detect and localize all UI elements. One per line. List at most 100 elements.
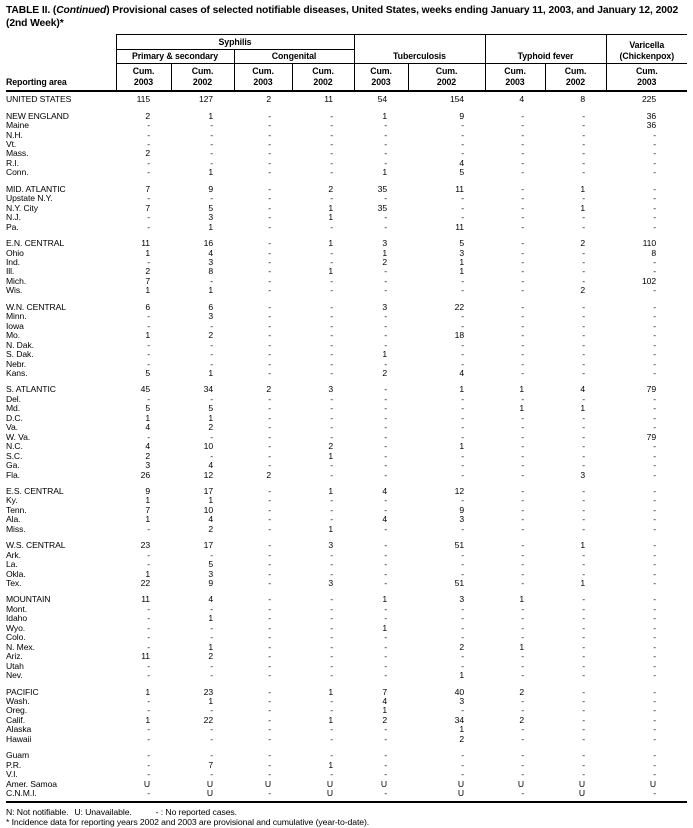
value-cell: 1 (382, 110, 387, 121)
value-cell: 1 (328, 212, 333, 223)
value-cell: - (521, 139, 524, 149)
table-row: Ill. 2 8 - 1 - 1 - - - (6, 266, 687, 276)
value-cell: - (384, 403, 387, 414)
value-cell: - (147, 212, 150, 223)
reporting-area-cell: Calif. (6, 714, 25, 725)
value-cell: 1 (459, 384, 464, 395)
value-cell: - (653, 622, 657, 633)
value-cell: - (384, 311, 387, 322)
value-cell: - (461, 193, 464, 204)
table-row: Ind. - 3 - - 2 1 - - - (6, 256, 687, 267)
table-row: S. Dak. - - - - 1 - - - - (6, 349, 687, 359)
table-row: Md. 5 5 - - - - 1 1 - (6, 403, 687, 414)
table-row: Wash. - 1 - - 4 3 - - - (6, 696, 687, 707)
value-cell: - (582, 523, 586, 534)
value-cell: 2 (266, 384, 271, 395)
value-cell: - (330, 705, 333, 716)
value-cell: - (330, 358, 333, 369)
value-cell: - (147, 622, 150, 633)
value-cell: - (653, 311, 657, 322)
table-row: W.S. CENTRAL 23 17 - 3 - 51 - 1 - (6, 534, 687, 550)
value-cell: 26 (140, 469, 150, 480)
value-cell: - (268, 450, 271, 461)
value-cell: 22 (140, 578, 150, 589)
reporting-area-cell: Wash. (6, 696, 30, 707)
reporting-area-cell: E.N. CENTRAL (6, 238, 65, 249)
value-cell: - (582, 120, 586, 131)
value-cell: - (330, 120, 333, 131)
value-cell: - (330, 339, 333, 350)
value-cell: - (268, 632, 271, 643)
value-cell: - (268, 549, 271, 560)
reporting-area-cell: Wyo. (6, 622, 26, 633)
table-row: N.J. - 3 - 1 - - - - - (6, 212, 687, 223)
value-cell: - (330, 460, 333, 471)
varicella-group-header: Varicella (Chickenpox) (606, 34, 688, 65)
value-cell: 1 (519, 641, 524, 652)
reporting-area-cell: Pa. (6, 221, 19, 232)
value-cell: - (384, 523, 387, 534)
value-cell: - (384, 613, 387, 624)
value-cell: - (521, 238, 524, 249)
value-cell: - (461, 422, 464, 433)
value-cell: - (653, 686, 657, 697)
table-row: Amer. Samoa U U U U U U U U U (6, 778, 687, 789)
value-cell: 1 (145, 714, 150, 725)
value-cell: - (521, 759, 524, 770)
value-cell: - (210, 705, 213, 716)
value-cell: - (582, 686, 586, 697)
value-cell: - (521, 358, 524, 369)
value-cell: 7 (145, 202, 150, 213)
value-cell: - (582, 256, 586, 267)
value-cell: - (268, 603, 271, 614)
table-row: C.N.M.I. - U - U - U - U - (6, 788, 688, 803)
value-cell: 9 (145, 485, 150, 496)
value-cell: 1 (145, 514, 150, 525)
value-cell: 1 (328, 714, 333, 725)
value-cell: 7 (382, 686, 387, 697)
value-cell: - (268, 221, 271, 232)
value-cell: - (653, 594, 657, 605)
value-cell: 127 (198, 94, 213, 105)
value-cell: 2 (208, 330, 213, 341)
reporting-area-cell: Amer. Samoa (6, 778, 57, 789)
value-cell: - (268, 120, 271, 131)
table-row: Hawaii - - - - - 2 - - - (6, 734, 687, 744)
value-cell: - (384, 393, 387, 404)
value-cell: 5 (459, 167, 464, 178)
value-cell: - (582, 167, 586, 178)
value-cell: 79 (646, 431, 657, 442)
col-header-syphilis-ps-2002: Cum. 2002 (171, 63, 235, 93)
value-cell: - (330, 393, 333, 404)
value-cell: - (521, 495, 524, 506)
value-cell: - (653, 202, 657, 213)
value-cell: - (147, 705, 150, 716)
value-cell: - (582, 769, 586, 780)
reporting-area-cell: C.N.M.I. (6, 788, 116, 803)
col-header-syphilis-ps-2003: Cum. 2003 (116, 63, 172, 93)
value-cell: - (384, 221, 387, 232)
value-cell: 1 (208, 285, 213, 296)
value-cell: - (461, 469, 464, 480)
value-cell: 2 (328, 441, 333, 452)
value-cell: 1 (208, 613, 213, 624)
value-cell: - (268, 202, 271, 213)
value-cell: 51 (454, 578, 464, 589)
value-cell: - (521, 559, 524, 570)
table-row: W. Va. - - - - - - - - 79 (6, 431, 687, 442)
value-cell: 3 (459, 594, 464, 605)
reporting-area-cell: Conn. (6, 167, 29, 178)
value-cell: 11 (455, 183, 464, 194)
value-cell: - (268, 285, 271, 296)
value-cell: 5 (208, 202, 213, 213)
reporting-area-cell: Ohio (6, 247, 24, 258)
value-cell: - (582, 495, 586, 506)
value-cell: - (384, 212, 387, 223)
value-cell: - (147, 759, 150, 770)
value-cell: 4 (145, 422, 150, 433)
value-cell: - (582, 367, 586, 378)
incidence-footnote: * Incidence data for reporting years 200… (6, 817, 370, 828)
value-cell: - (116, 788, 171, 803)
value-cell: - (330, 285, 333, 296)
table-row: Ariz. 11 2 - - - - - - - (6, 651, 687, 661)
